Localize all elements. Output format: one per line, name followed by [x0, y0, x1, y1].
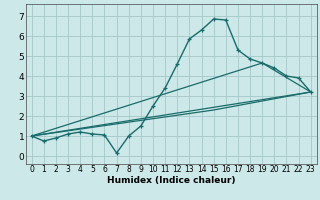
- X-axis label: Humidex (Indice chaleur): Humidex (Indice chaleur): [107, 176, 236, 185]
